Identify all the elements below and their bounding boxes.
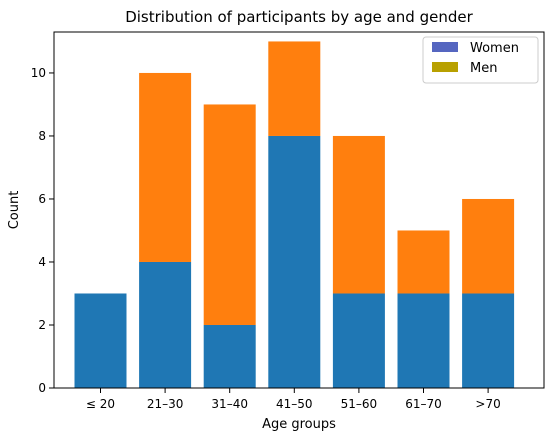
x-tick-label: 21–30 — [147, 397, 184, 411]
legend-swatch-men — [432, 62, 458, 72]
y-axis: 0 2 4 6 8 10 — [31, 66, 54, 395]
bar-women-5 — [397, 293, 450, 388]
bar-men-3 — [268, 41, 321, 136]
bar-men-6 — [462, 198, 515, 294]
bar-men-2 — [203, 104, 256, 325]
y-tick-label: 0 — [38, 381, 46, 395]
bar-men-1 — [139, 72, 192, 262]
y-axis-label: Count — [7, 191, 22, 230]
bars-group — [74, 41, 515, 388]
legend-label-women: Women — [470, 41, 519, 56]
y-tick-label: 10 — [31, 66, 46, 80]
bar-women-3 — [268, 135, 321, 388]
legend: Women Men — [422, 36, 539, 84]
bar-women-2 — [203, 324, 256, 388]
y-tick-label: 4 — [38, 255, 46, 269]
y-tick-label: 6 — [38, 192, 46, 206]
y-tick-label: 8 — [38, 129, 46, 143]
bar-men-4 — [332, 135, 385, 294]
x-tick-label: 31–40 — [211, 397, 248, 411]
bar-men-5 — [397, 230, 450, 294]
x-tick-label: 61–70 — [405, 397, 442, 411]
chart-title: Distribution of participants by age and … — [125, 8, 473, 26]
bar-women-0 — [74, 293, 127, 388]
x-axis-label: Age groups — [262, 417, 336, 432]
bar-women-4 — [332, 293, 385, 388]
y-tick-label: 2 — [38, 318, 46, 332]
legend-label-men: Men — [470, 61, 497, 76]
x-axis: ≤ 20 21–30 31–40 41–50 51–60 61–70 >70 — [86, 388, 501, 411]
x-tick-label: >70 — [475, 397, 500, 411]
x-tick-label: 41–50 — [276, 397, 313, 411]
bar-women-1 — [139, 261, 192, 388]
legend-swatch-women — [432, 42, 458, 52]
bar-women-6 — [462, 293, 515, 388]
plot-frame — [53, 31, 545, 389]
x-tick-label: ≤ 20 — [86, 397, 115, 411]
x-tick-label: 51–60 — [341, 397, 378, 411]
